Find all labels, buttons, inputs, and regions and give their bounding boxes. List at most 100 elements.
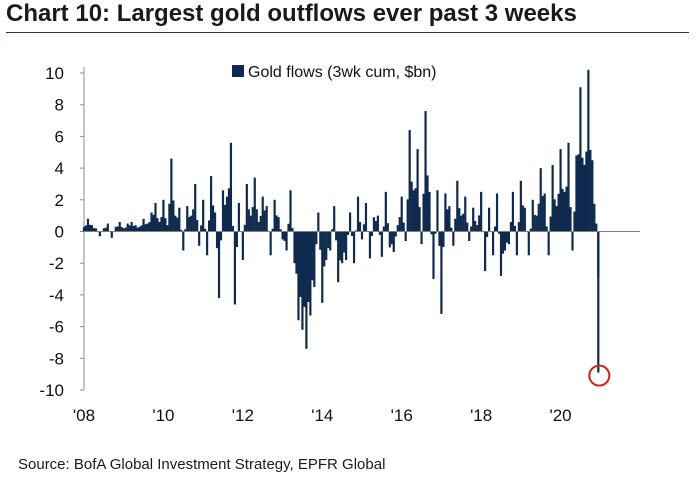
bar [565,186,568,232]
bar [138,226,141,232]
bar [182,231,185,251]
bar [398,217,401,232]
bar [597,231,600,373]
bar [511,191,515,232]
bar [509,222,513,232]
bar [305,231,308,349]
highlight-circle [588,364,611,387]
bar [154,202,157,232]
bar [124,227,127,232]
bar [513,225,516,232]
bar [571,231,574,251]
bar [313,231,316,287]
bar [287,223,290,232]
bar [529,228,532,232]
bar [402,222,405,232]
bar [468,231,471,242]
bar [110,231,113,238]
bar [422,193,425,232]
y-tick-label: -10 [39,381,64,400]
bar [285,231,288,251]
bar [553,199,556,232]
bar [166,225,169,232]
bar [428,191,431,232]
x-axis: '08 '10 '12 '14 '16 '18 '20 [73,406,572,425]
x-tick-label: '18 [470,406,492,425]
bar [200,225,203,232]
bar [309,231,312,316]
bar [347,231,350,235]
bar [579,87,582,232]
bar [448,206,451,232]
bar [120,227,123,232]
bar [215,231,219,249]
bar [249,215,252,232]
bar [152,214,155,232]
bar [436,190,439,232]
bar [567,142,570,232]
bar [180,229,183,232]
bar [517,222,520,232]
bar [223,204,227,232]
bar [372,217,376,232]
bar [196,219,199,232]
bar [186,206,189,232]
bar [595,223,598,232]
bar [368,231,372,259]
bar [269,231,272,256]
bar [251,207,254,232]
bar [374,220,377,232]
bar [204,228,207,232]
bar [420,231,423,245]
bar [454,218,457,232]
bar [94,228,98,232]
bar [86,218,90,232]
bar [376,215,379,232]
bar [277,217,280,232]
bar [335,231,338,241]
bar [543,193,546,232]
bar [235,231,238,248]
bar [563,191,566,232]
bar [92,228,96,232]
bar [539,168,542,232]
bar [350,231,354,236]
y-tick-label: 0 [55,223,64,242]
bar [132,225,135,232]
bar [430,231,433,235]
bar [495,193,499,232]
bar [452,231,455,246]
bar [174,215,177,232]
bar [501,231,505,254]
bar [392,231,395,253]
bar [263,210,266,232]
bar [593,203,596,232]
bar [275,215,278,232]
bar [464,196,467,232]
bar [253,177,256,232]
bar [156,218,159,232]
bar [337,231,340,283]
bar [178,207,181,232]
bar [341,231,344,264]
bar [164,218,167,232]
bar [211,205,215,232]
bar [323,231,326,267]
bar [531,199,534,232]
bar [404,231,407,242]
bar [378,231,381,235]
bar [271,228,274,232]
bar [581,157,584,232]
bar [515,231,518,256]
bar [331,229,334,232]
legend-label: Gold flows (3wk cum, $bn) [248,64,437,81]
chart-title: Chart 10: Largest gold outflows ever pas… [6,0,577,27]
bar [521,205,524,232]
legend: Gold flows (3wk cum, $bn) [232,64,437,81]
bar [162,199,165,232]
bar [585,151,588,232]
bar [265,206,268,232]
bar [227,188,231,232]
bar [140,225,143,232]
bar [168,203,171,232]
